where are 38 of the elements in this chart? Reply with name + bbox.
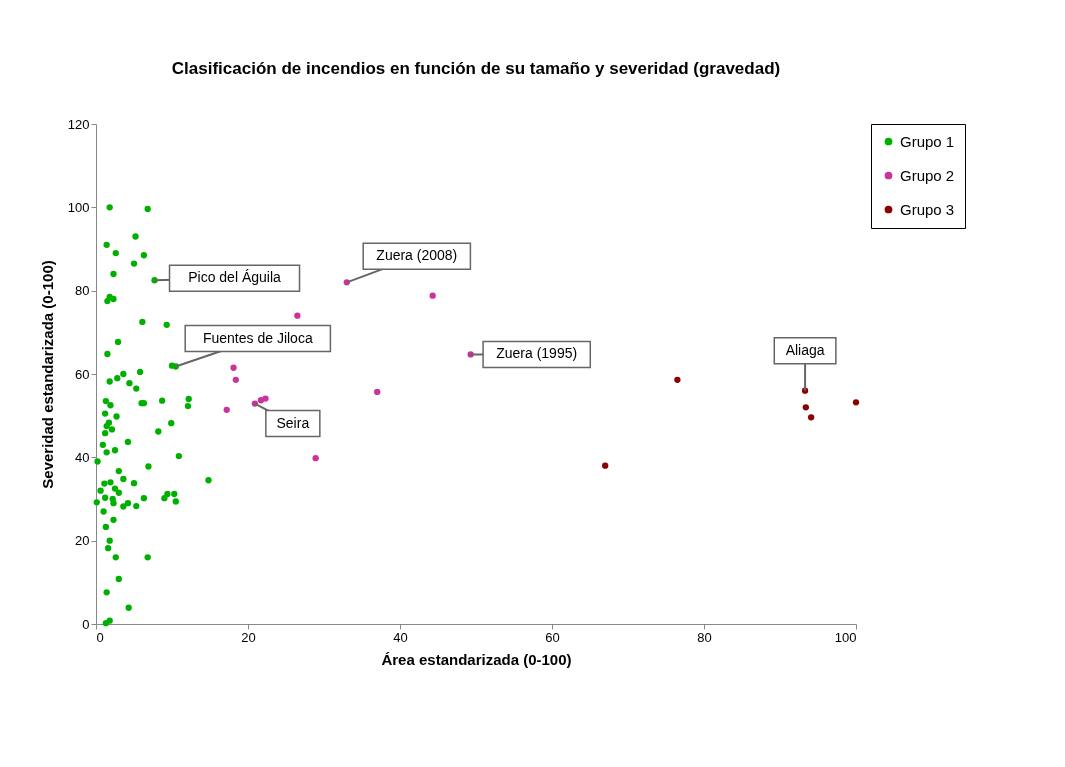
legend-label: Grupo 1 [900, 132, 955, 150]
chart-title: Clasificación de incendios en función de su tamaño y severidad (gravedad) [171, 59, 781, 78]
point [232, 376, 239, 383]
point [262, 395, 269, 402]
point [808, 414, 815, 421]
point [852, 399, 860, 406]
point [294, 312, 301, 319]
annotation: Zuera (1995) [496, 345, 578, 362]
point [429, 292, 436, 299]
legend-label: Grupo 2 [900, 166, 955, 184]
x-tick-label: 80 [697, 629, 712, 645]
x-tick-label: 100 [834, 629, 857, 645]
y-tick-label: 120 [67, 116, 90, 132]
y-tick-label: 60 [75, 366, 90, 382]
point [374, 388, 381, 396]
annotation: Fuentes de Jiloca [202, 329, 313, 346]
point [230, 364, 237, 371]
legend-label: Grupo 3 [900, 200, 955, 218]
x-tick-label: 0 [96, 629, 104, 645]
y-tick-label: 20 [75, 533, 90, 549]
annotation: Aliaga [785, 341, 825, 358]
annotation: Seira [276, 414, 310, 431]
x-tick-label: 60 [545, 629, 560, 645]
y-axis-title: Severidad estandarizada (0-100) [38, 260, 56, 489]
y-tick-label: 100 [67, 199, 90, 215]
annotation: Pico del Águila [188, 269, 282, 286]
x-tick-label: 20 [241, 629, 256, 645]
y-tick-label: 0 [82, 616, 90, 632]
point [312, 455, 319, 462]
y-tick-label: 80 [75, 283, 90, 299]
point [602, 462, 609, 469]
x-tick-label: 40 [393, 629, 408, 645]
x-axis-title: Área estandarizada (0-100) [381, 650, 572, 668]
point [674, 376, 681, 383]
point [223, 406, 230, 413]
point [802, 404, 809, 411]
annotation: Zuera (2008) [376, 247, 458, 264]
y-tick-label: 40 [75, 449, 90, 465]
